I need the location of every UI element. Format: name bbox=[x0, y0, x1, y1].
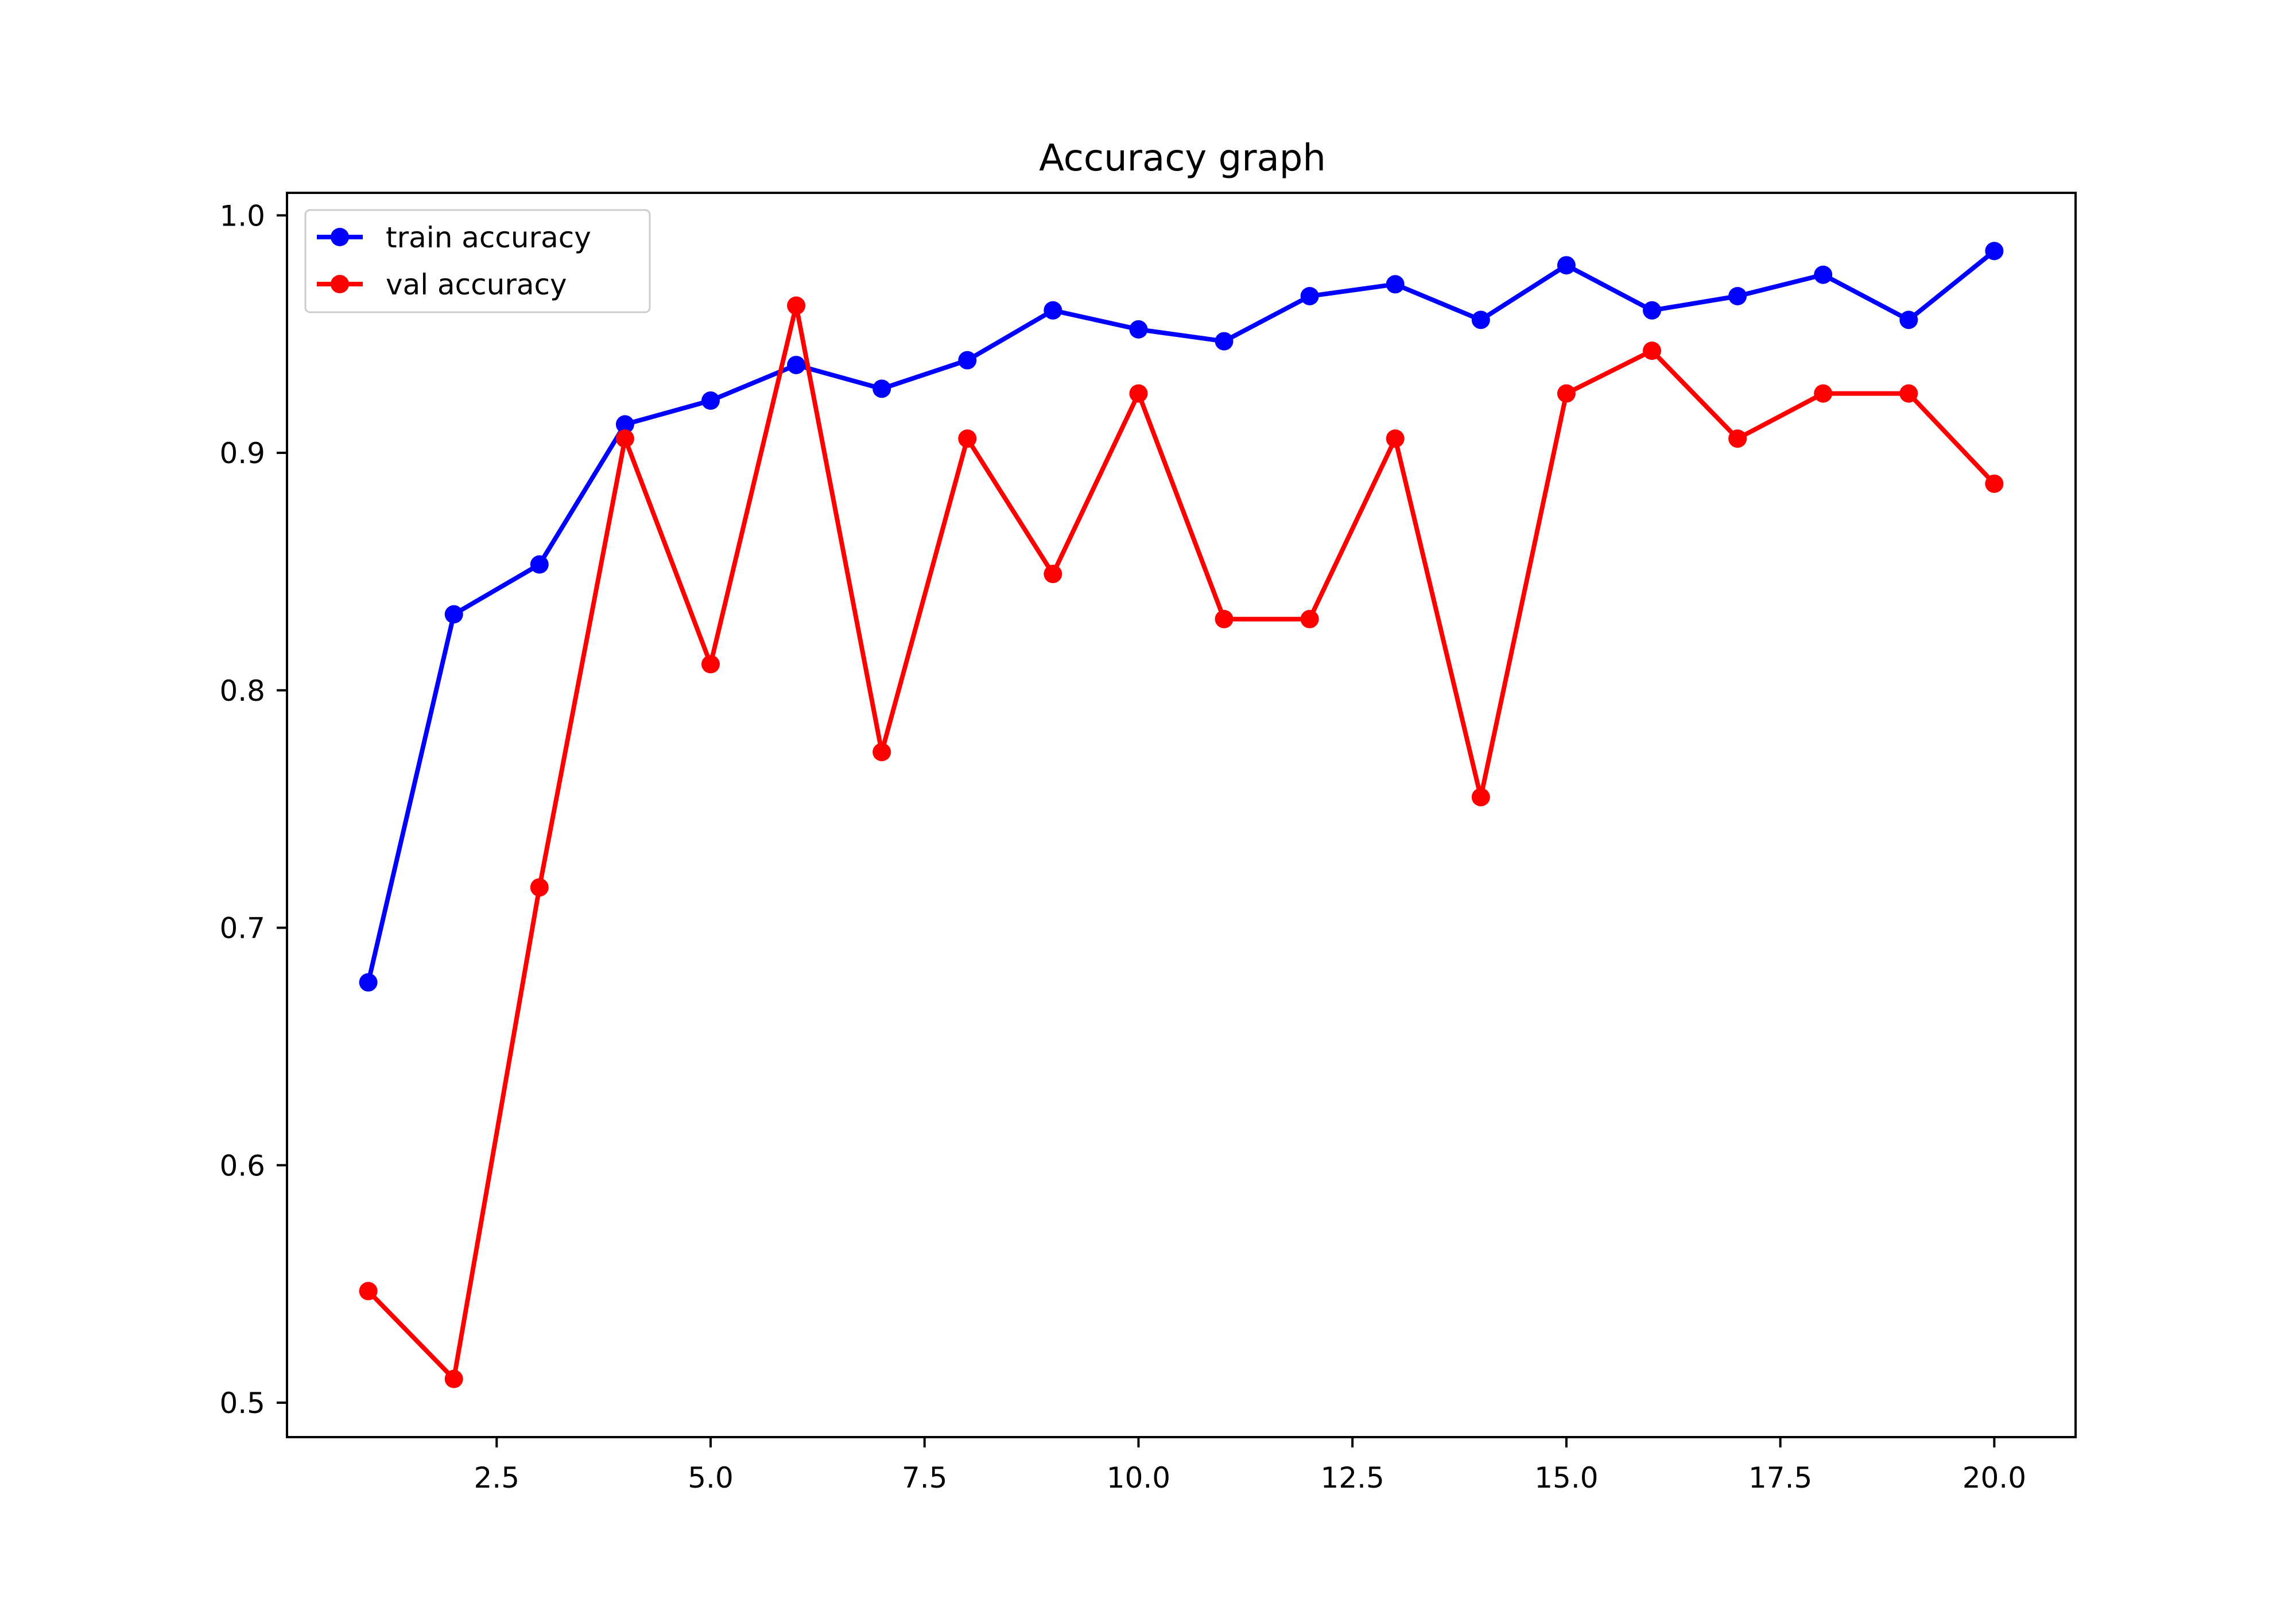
train-accuracy-point bbox=[1129, 320, 1148, 339]
train-accuracy-point bbox=[530, 555, 549, 574]
chart-title: Accuracy graph bbox=[1039, 137, 1326, 180]
y-tick-label: 0.5 bbox=[219, 1387, 265, 1420]
val-accuracy-point bbox=[1044, 565, 1062, 584]
val-accuracy-point bbox=[958, 429, 977, 448]
val-accuracy-point bbox=[1300, 610, 1319, 628]
val-accuracy-point bbox=[1386, 429, 1405, 448]
x-tick-label: 2.5 bbox=[474, 1461, 520, 1495]
val-accuracy-point bbox=[872, 743, 891, 762]
train-accuracy-point bbox=[1985, 242, 2004, 261]
train-accuracy-line bbox=[366, 249, 1996, 983]
train-accuracy-point bbox=[1300, 286, 1319, 305]
train-accuracy-point bbox=[872, 379, 891, 398]
x-tick-label: 7.5 bbox=[902, 1461, 948, 1495]
x-tick-label: 20.0 bbox=[1963, 1461, 2026, 1495]
val-accuracy-point bbox=[1643, 341, 1661, 360]
val-accuracy-point bbox=[701, 655, 720, 674]
y-tick-label: 1.0 bbox=[219, 199, 265, 232]
val-accuracy-point bbox=[530, 878, 549, 897]
train-accuracy-point bbox=[787, 355, 806, 374]
legend-box bbox=[304, 209, 651, 313]
plot-frame bbox=[286, 192, 2077, 1438]
train-accuracy-point bbox=[958, 351, 977, 370]
val-accuracy-point bbox=[1215, 610, 1234, 628]
x-tick-label: 10.0 bbox=[1107, 1461, 1170, 1495]
train-accuracy-point bbox=[701, 391, 720, 410]
train-accuracy-point bbox=[1899, 310, 1918, 329]
val-accuracy-point bbox=[359, 1282, 378, 1301]
train-accuracy-point bbox=[359, 973, 378, 992]
y-tick-label: 0.6 bbox=[219, 1149, 265, 1182]
train-accuracy-point bbox=[1215, 332, 1234, 351]
val-accuracy-point bbox=[1814, 384, 1833, 403]
train-accuracy-legend-label: train accuracy bbox=[386, 221, 591, 254]
plot-layer: 2.5 5.0 7.5 10.0 12.5 15.0 17.5 20.0 0.5 0.6 0.7 0.… bbox=[219, 199, 2026, 1495]
train-accuracy-point bbox=[1386, 275, 1405, 294]
train-accuracy-point bbox=[1643, 301, 1661, 320]
val-accuracy-legend-label: val accuracy bbox=[386, 268, 567, 301]
train-accuracy-point bbox=[1557, 256, 1576, 275]
val-accuracy-point bbox=[1985, 474, 2004, 493]
val-accuracy-line bbox=[366, 303, 1996, 1381]
legend: train accuracy val accuracy bbox=[304, 209, 651, 313]
train-accuracy-legend-marker bbox=[331, 228, 349, 246]
val-accuracy-point bbox=[1129, 384, 1148, 403]
val-accuracy-point bbox=[787, 296, 806, 315]
train-accuracy-point bbox=[444, 605, 463, 624]
train-accuracy-point bbox=[1044, 301, 1062, 320]
x-tick-label: 12.5 bbox=[1321, 1461, 1384, 1495]
train-accuracy-point bbox=[1471, 310, 1490, 329]
val-accuracy-point bbox=[1899, 384, 1918, 403]
val-accuracy-point bbox=[1557, 384, 1576, 403]
val-accuracy-point bbox=[444, 1369, 463, 1388]
y-tick-label: 0.7 bbox=[219, 912, 265, 945]
x-tick-label: 5.0 bbox=[688, 1461, 734, 1495]
val-accuracy-point bbox=[1471, 787, 1490, 806]
val-accuracy-point bbox=[615, 429, 634, 448]
train-accuracy-point bbox=[1728, 286, 1747, 305]
val-accuracy-legend-marker bbox=[331, 275, 349, 293]
y-tick-label: 0.9 bbox=[219, 437, 265, 470]
y-tick-label: 0.8 bbox=[219, 674, 265, 708]
train-accuracy-point bbox=[615, 415, 634, 434]
train-accuracy-point bbox=[1814, 265, 1833, 284]
x-tick-label: 15.0 bbox=[1534, 1461, 1598, 1495]
val-accuracy-point bbox=[1728, 429, 1747, 448]
x-tick-label: 17.5 bbox=[1748, 1461, 1812, 1495]
